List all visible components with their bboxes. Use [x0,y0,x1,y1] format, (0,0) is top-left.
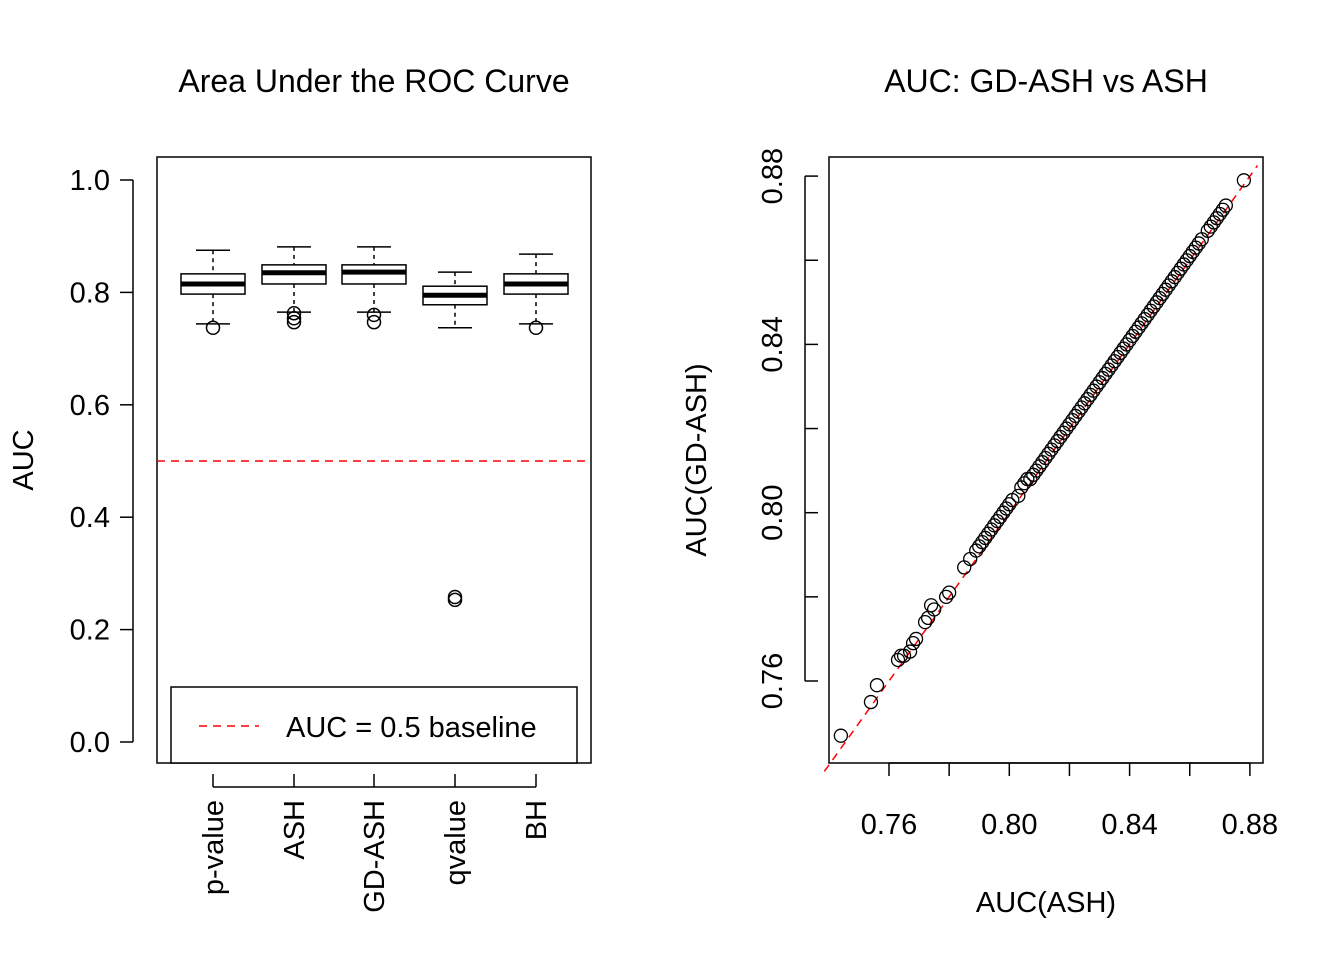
scatter-point [893,648,909,663]
legend-box [170,686,578,764]
outlier-point [286,305,302,321]
scatter-y-label: AUC(GD-ASH) [681,363,713,556]
outlier-point [205,320,221,336]
x-tick-label: qvalue [440,800,472,885]
scatter-point [1218,198,1233,213]
outlier-point [447,592,463,608]
x-tick-label: BH [521,800,553,840]
x-tick-label: 0.88 [1222,809,1278,841]
boxplot-y-axis: 0.0 0.2 0.4 0.6 0.8 1.0 [70,165,134,759]
outlier-point [286,314,302,330]
outlier-point [286,311,302,326]
y-tick-label: 0.4 [70,502,110,534]
outlier-point [366,314,382,330]
x-tick-label: GD-ASH [359,800,391,913]
y-tick-label: 0.8 [70,277,110,309]
y-tick-label: 0.76 [757,653,789,709]
scatter-y-axis: 0.76 0.80 0.84 0.88 [757,148,818,709]
scatter-point [942,585,957,600]
legend-label: AUC = 0.5 baseline [286,712,537,744]
boxplot-title: Area Under the ROC Curve [178,63,569,99]
outlier-point [366,307,382,323]
scatter-title: AUC: GD-ASH vs ASH [884,63,1208,99]
x-tick-label: ASH [279,800,311,860]
legend: AUC = 0.5 baseline [170,686,578,764]
box-p-value [180,249,246,336]
scatter-point [938,589,954,604]
scatter-point [1191,236,1206,251]
y-tick-label: 0.2 [70,615,110,647]
boxplot-x-axis: p-value ASH GD-ASH qvalue BH [198,774,553,913]
scatter-point [1002,497,1017,512]
y-tick-label: 0.6 [70,390,110,422]
boxplot-panel: Area Under the ROC Curve AUC 0.00.20.40.… [8,63,592,913]
scatter-point [923,598,939,613]
boxplot-y-label: AUC [8,429,40,490]
scatter-point [833,728,849,743]
scatter-point [1215,202,1230,217]
x-tick-label: 0.84 [1101,809,1157,841]
scatter-x-label: AUC(ASH) [976,887,1116,919]
scatter-point [863,694,879,710]
y-tick-label: 0.80 [757,484,789,540]
x-tick-label: 0.80 [981,809,1037,841]
y-tick-label: 0.84 [757,316,789,372]
x-tick-label: 0.76 [861,809,917,841]
scatter-panel: AUC: GD-ASH vs ASH AUC(ASH) AUC(GD-ASH) … [681,63,1278,919]
scatter-x-axis: 0.76 0.80 0.84 0.88 [861,762,1278,841]
scatter-point [902,644,918,659]
scatter-point [1011,488,1026,504]
scatter-point [1236,173,1252,188]
x-tick-label: p-value [198,800,230,895]
scatter-point [869,678,885,693]
y-tick-label: 0.88 [757,148,789,204]
box-qvalue [422,271,488,608]
scatter-point [905,635,921,651]
scatter-point [926,602,942,617]
box-BH [503,253,569,336]
box-ASH [261,246,327,330]
y-tick-label: 0.0 [70,727,110,759]
scatter-point [917,614,933,630]
box-GD-ASH [341,246,407,330]
boxes [180,246,569,608]
scatter-points [833,173,1252,743]
outlier-point [447,589,463,605]
outlier-point [528,320,544,336]
scatter-point [908,631,924,647]
y-tick-label: 1.0 [70,165,110,197]
